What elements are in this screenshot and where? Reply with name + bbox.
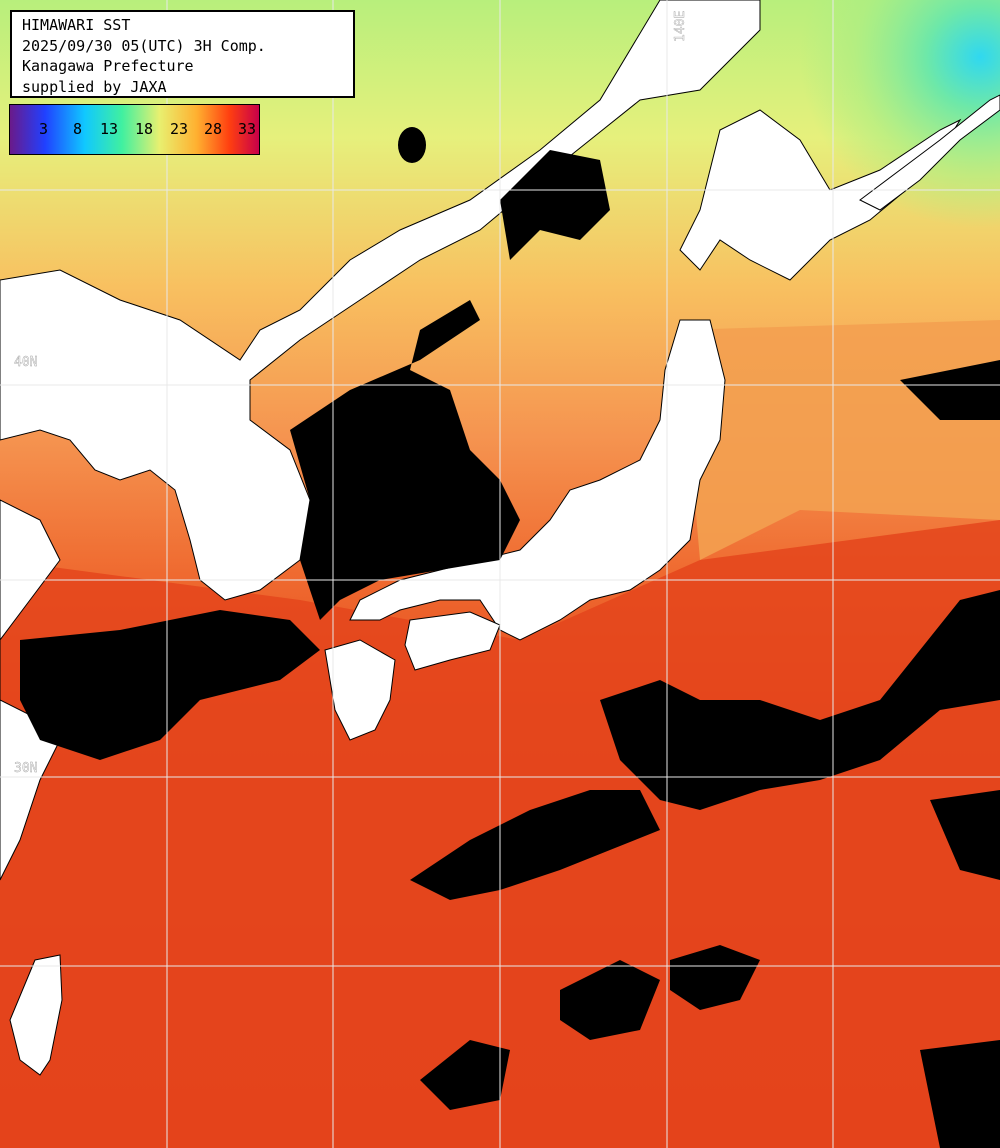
credit: supplied by JAXA (22, 77, 167, 96)
timestamp: 2025/09/30 05(UTC) 3H Comp. (22, 36, 266, 55)
product-title: HIMAWARI SST (22, 16, 131, 34)
lat-label-40n: 40N (14, 355, 37, 370)
legend-label: 3 (39, 120, 49, 138)
cloud-south-east (920, 1040, 1000, 1148)
title-box: HIMAWARI SST 2025/09/30 05(UTC) 3H Comp.… (10, 10, 355, 98)
lat-label-30n: 30N (14, 761, 37, 776)
cloud-pacific-1 (600, 590, 1000, 810)
color-scale-legend: 3 8 13 18 23 28 33 (9, 104, 260, 155)
kyushu (324, 639, 396, 741)
china-coast (0, 499, 61, 881)
cloud-islet (398, 127, 426, 163)
legend-label: 28 (204, 120, 223, 138)
shikoku (404, 611, 501, 671)
legend-label: 23 (170, 120, 189, 138)
region-name: Kanagawa Prefecture (22, 57, 194, 75)
cloud-east (900, 360, 1000, 420)
color-scale-bar (10, 105, 259, 154)
honshu (349, 319, 726, 641)
cloud-east-china-sea (20, 610, 320, 760)
cloud-sea-of-japan (290, 300, 520, 620)
legend-label: 13 (100, 120, 119, 138)
cloud-north (500, 150, 610, 260)
cloud-pacific-4 (670, 945, 760, 1010)
korea-peninsula (0, 0, 761, 601)
taiwan (9, 954, 63, 1076)
legend-label: 33 (238, 120, 257, 138)
cloud-pacific-2 (410, 790, 660, 900)
cloud-pacific-5 (420, 1040, 510, 1110)
lon-label-140e: 140E (673, 11, 688, 42)
kuril-islands (859, 94, 1000, 211)
land (0, 0, 1000, 1076)
legend-label: 18 (135, 120, 154, 138)
cloud-pacific-3 (560, 960, 660, 1040)
cloud-cover (20, 127, 1000, 1148)
legend-label: 8 (73, 120, 83, 138)
cloud-east-2 (930, 790, 1000, 880)
hokkaido (679, 109, 962, 281)
